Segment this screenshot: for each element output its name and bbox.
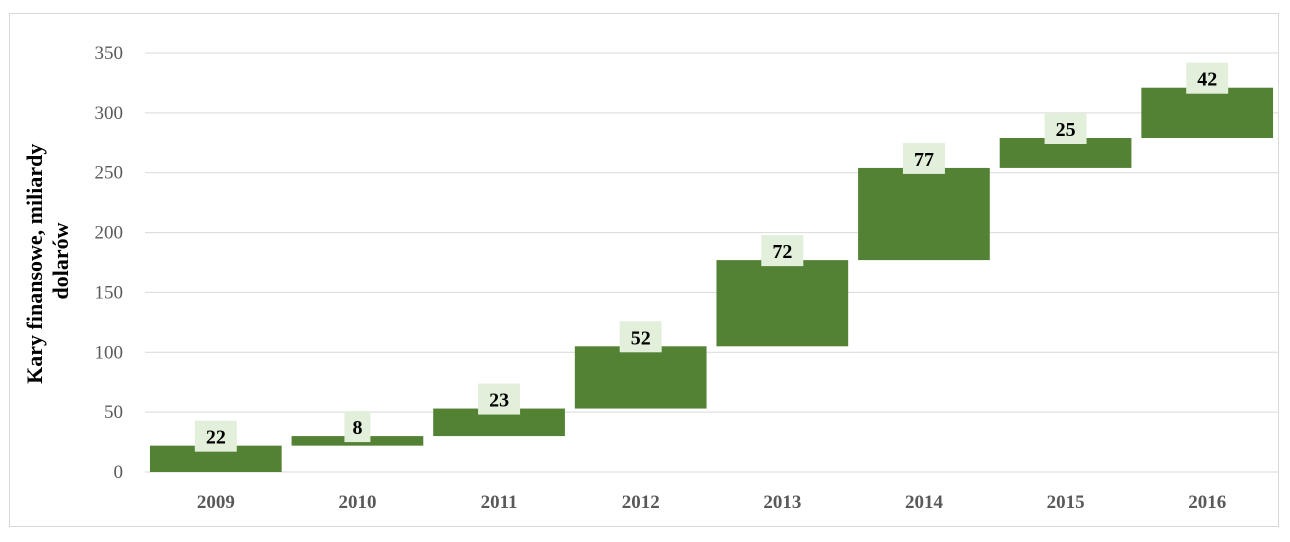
y-tick-label: 100 — [95, 342, 124, 363]
x-tick-label: 2016 — [1188, 492, 1226, 513]
x-tick-label: 2013 — [763, 492, 801, 513]
data-label: 22 — [206, 427, 226, 449]
data-label: 25 — [1056, 119, 1076, 141]
waterfall-bar — [574, 346, 707, 409]
data-label-box — [619, 321, 662, 353]
x-tick-label: 2010 — [338, 492, 376, 513]
data-label-box — [194, 420, 237, 452]
data-label: 72 — [772, 241, 792, 263]
data-label-box — [761, 235, 804, 267]
x-tick-label: 2009 — [197, 492, 235, 513]
gridlines — [145, 52, 1278, 473]
waterfall-chart: 0 50 100 150 200 250 300 350 2009 2010 2011 2012 201… — [22, 43, 1278, 513]
x-tick-label: 2014 — [905, 492, 944, 513]
y-tick-label: 50 — [104, 402, 123, 423]
data-label: 77 — [914, 149, 934, 171]
data-label-box — [902, 142, 945, 174]
data-label-box — [478, 383, 521, 415]
y-tick-label: 350 — [95, 43, 124, 64]
y-tick-label: 300 — [95, 103, 124, 124]
x-tick-label: 2012 — [622, 492, 660, 513]
x-tick-label: 2015 — [1047, 492, 1085, 513]
data-label: 42 — [1197, 69, 1217, 91]
y-tick-label: 250 — [95, 163, 124, 184]
data-labels: 22 8 23 52 72 77 25 42 — [194, 62, 1229, 452]
x-tick-label: 2011 — [481, 492, 518, 513]
chart-frame: 0 50 100 150 200 250 300 350 2009 2010 2011 2012 201… — [9, 13, 1279, 527]
waterfall-bar — [1141, 87, 1274, 138]
data-label-box — [344, 411, 371, 443]
data-label-box — [1186, 62, 1229, 94]
waterfall-bar — [716, 260, 849, 347]
y-tick-label: 150 — [95, 282, 124, 303]
y-tick-label: 0 — [114, 462, 124, 483]
data-label-box — [1044, 112, 1087, 144]
bars — [149, 87, 1274, 472]
y-tick-label: 200 — [95, 223, 124, 244]
data-label: 52 — [631, 327, 651, 349]
y-axis-title: Kary finansowe, miliardy dolarów — [22, 138, 73, 384]
data-label: 8 — [352, 417, 362, 439]
data-label: 23 — [489, 390, 509, 412]
axes: 0 50 100 150 200 250 300 350 2009 2010 2011 2012 201… — [95, 43, 1227, 513]
waterfall-bar — [858, 167, 990, 261]
